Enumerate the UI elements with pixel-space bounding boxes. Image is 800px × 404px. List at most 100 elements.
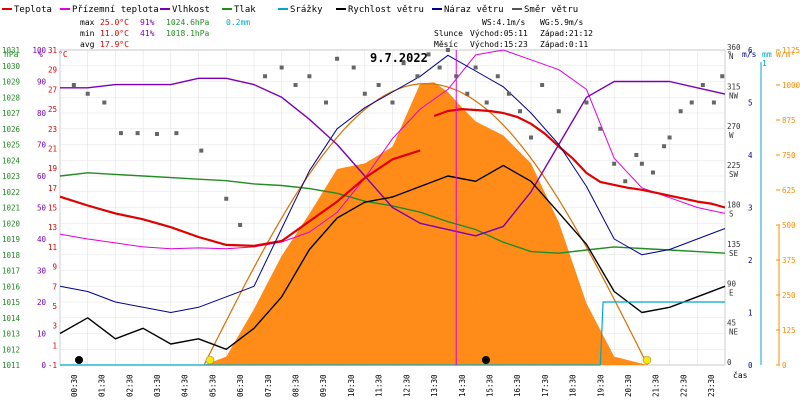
time-tick-label: 11:30 (375, 374, 384, 397)
solar-tick-label: 375 (782, 256, 796, 265)
temp-tick-label: 5 (52, 302, 57, 311)
legend-label-rain: Srážky (290, 5, 323, 15)
stats-min-hum: 41% (140, 29, 155, 38)
wind-direction-point (639, 161, 644, 166)
stats-max-temp: 25.0°C (100, 18, 129, 27)
solar-tick-label: 875 (782, 116, 796, 125)
moon-label: Měsíc (434, 40, 458, 49)
wind-direction-point (689, 100, 694, 105)
legend-label-hum: Vlhkost (172, 5, 210, 15)
sun-moon-markers (75, 355, 652, 365)
wind-direction-point (662, 144, 667, 149)
wind-speed-info: WS:4.1m/s (482, 18, 526, 27)
wind-direction-point (517, 109, 522, 114)
temperature-line-evening (433, 108, 726, 209)
wind-direction-point (465, 91, 470, 96)
hpa-tick-label: 1015 (2, 298, 20, 307)
pct-tick-label: 30 (37, 267, 47, 276)
pct-tick-label: 50 (37, 204, 47, 213)
wind-direction-point (634, 153, 639, 157)
stats-min-press: 1018.1hPa (166, 29, 210, 38)
wind-direction-point (454, 74, 459, 79)
series-lines (59, 49, 726, 366)
wind-direction-point (71, 83, 76, 87)
wind-direction-point (238, 223, 243, 227)
wind-direction-point (495, 74, 500, 79)
axis-header-deg: ° (727, 50, 732, 59)
humidity-line (60, 77, 726, 237)
time-tick-label: 18:30 (569, 374, 578, 397)
ms-tick-label: 4 (748, 151, 753, 160)
sun-rise: Východ:05:11 (470, 29, 528, 38)
stats-block: max 25.0°C 91% 1024.6hPa 0.2mm min 11.0°… (80, 18, 250, 49)
wind-direction-point (484, 100, 489, 105)
axis-header-ms: m/s (742, 50, 757, 59)
wind-direction-point (307, 74, 312, 79)
x-axis-label: čas (733, 370, 748, 380)
stats-min-temp: 11.0°C (100, 29, 129, 38)
dir-tick-compass: E (729, 288, 734, 297)
pct-tick-label: 100 (32, 46, 46, 55)
solar-tick-label: 750 (782, 151, 796, 160)
sunset-marker (642, 355, 652, 365)
solar-tick-label: 250 (782, 291, 796, 300)
hpa-tick-label: 1019 (2, 235, 20, 244)
wind-direction-point (199, 148, 204, 153)
wind-direction-point (401, 61, 406, 66)
temp-tick-label: 21 (48, 144, 57, 153)
hpa-tick-label: 1024 (2, 156, 21, 165)
solar-max-curve (203, 82, 648, 366)
legend-label-press: Tlak (234, 5, 256, 15)
wind-direction-point (437, 65, 442, 70)
pressure-line (59, 172, 726, 254)
stats-max-hum: 91% (140, 18, 155, 27)
wind-speed-line (59, 164, 726, 350)
axis-header-mm: mm (762, 50, 772, 59)
time-tick-label: 14:30 (458, 374, 467, 397)
wind-direction-point (529, 135, 534, 140)
hpa-tick-label: 1018 (2, 251, 21, 260)
sunrise-marker (205, 355, 215, 365)
moon-set-marker (75, 356, 83, 364)
wind-direction-point (135, 131, 140, 136)
temp-tick-label: 23 (48, 125, 57, 134)
rain-line (60, 301, 725, 366)
dir-tick-compass: W (729, 131, 734, 140)
solar-radiation-area (60, 82, 725, 365)
dir-tick-compass: N (729, 52, 734, 61)
dir-tick-label: 0 (727, 358, 732, 367)
temp-tick-label: 1 (52, 341, 57, 350)
stats-avg-temp: 17.9°C (100, 40, 129, 49)
hpa-tick-label: 1031 (2, 46, 20, 55)
wind-direction-point (667, 135, 672, 140)
stats-max-press: 1024.6hPa (166, 18, 210, 27)
ms-tick-label: 0 (748, 361, 753, 370)
temp-tick-label: 19 (48, 164, 57, 173)
temp-tick-label: 31 (48, 46, 57, 55)
ms-top-tick: 1 (762, 59, 767, 68)
wind-gust-info: WG:5.9m/s (540, 18, 584, 27)
solar-tick-label: 625 (782, 186, 796, 195)
time-tick-label: 04:30 (181, 374, 190, 397)
pct-tick-label: 60 (37, 172, 47, 181)
wind-direction-point (711, 100, 716, 105)
hpa-tick-label: 1025 (2, 141, 20, 150)
wind-direction-point (612, 161, 617, 166)
ms-tick-label: 6 (748, 46, 753, 55)
wind-direction-point (540, 83, 545, 87)
hpa-tick-label: 1027 (2, 109, 20, 118)
axis-header-degc: °C (58, 50, 68, 59)
hpa-tick-label: 1014 (2, 314, 21, 323)
time-tick-label: 01:30 (98, 374, 107, 397)
axis-header-pct: % (38, 50, 43, 59)
dir-tick-label: 315 (727, 82, 741, 91)
dir-tick-compass: NE (729, 328, 739, 337)
moon-set: Západ:0:11 (540, 40, 588, 49)
dir-tick-label: 90 (727, 279, 737, 288)
wind-direction-point (351, 65, 356, 70)
hpa-tick-label: 1013 (2, 330, 20, 339)
dir-tick-label: 180 (727, 201, 741, 210)
time-tick-label: 21:30 (652, 374, 661, 397)
wind-direction-point (293, 83, 298, 87)
